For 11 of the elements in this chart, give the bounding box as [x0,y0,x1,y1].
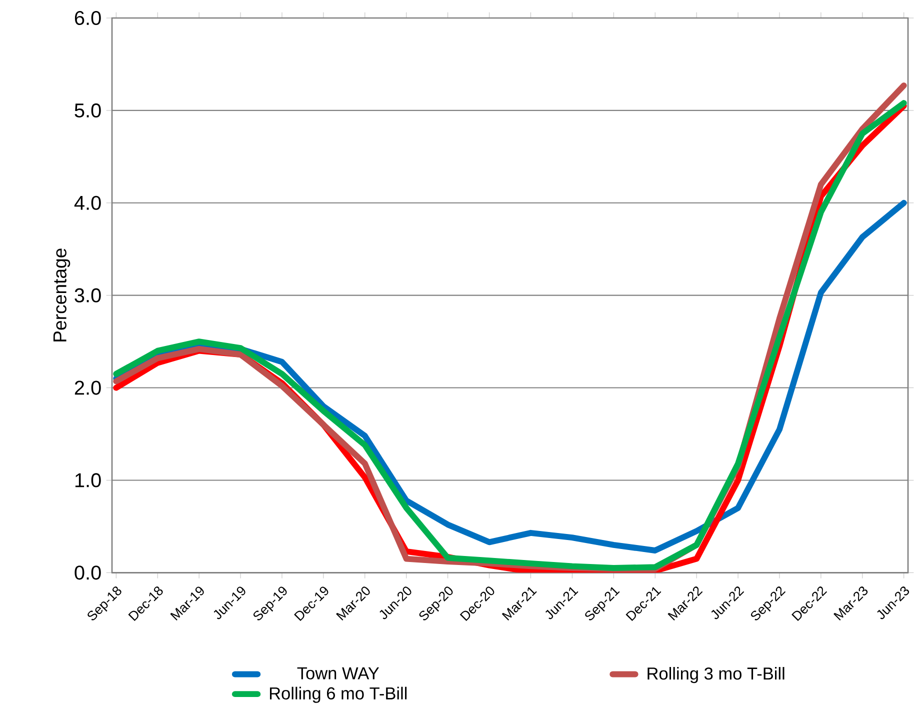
y-tick-label: 5.0 [74,103,101,118]
y-tick-label: 1.0 [75,473,101,488]
legend-label: Rolling 6 mo T-Bill [270,686,407,703]
y-tick-label: 0.0 [74,566,101,580]
y-tick-label: 3.0 [74,288,101,302]
y-tick-label: 4.0 [74,196,101,210]
legend-label: Town WAY [297,667,380,680]
legend-label: Rolling 3 mo T-Bill [648,666,784,684]
y-axis-title: Percentage [53,248,70,342]
y-tick-label: 6.0 [74,10,101,26]
y-tick-label: 2.0 [74,380,101,395]
